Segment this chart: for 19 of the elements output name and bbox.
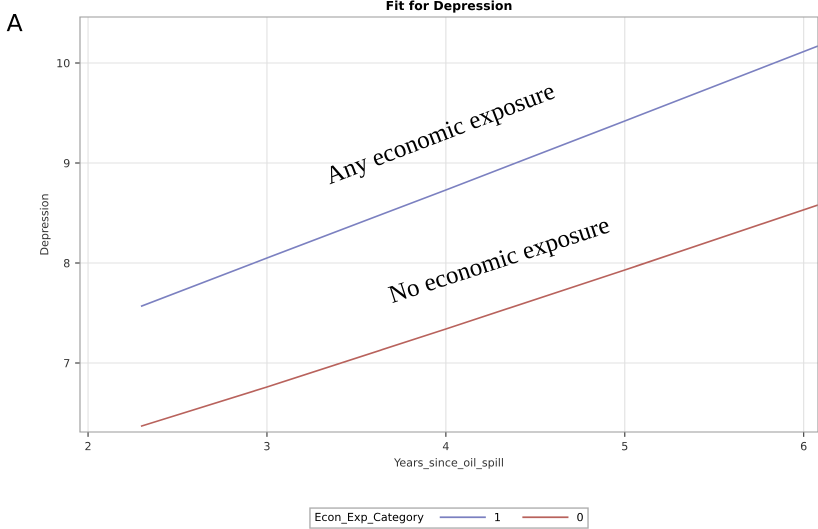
y-tick-label: 10 <box>57 58 70 68</box>
x-axis-title: Years_since_oil_spill <box>394 458 503 470</box>
line-series <box>140 204 818 427</box>
line-series <box>140 45 818 307</box>
y-tick-label: 9 <box>64 158 70 168</box>
x-tick-label: 3 <box>264 442 270 450</box>
text: A <box>6 14 22 32</box>
y-tick-label: 7 <box>64 359 70 368</box>
legend-title: Econ_Exp_Category <box>316 512 424 524</box>
y-tick-label: 8 <box>64 258 70 268</box>
x-tick-label: 6 <box>800 442 807 450</box>
legend-label: 0 <box>577 512 583 522</box>
annotation: No economic exposure <box>388 216 612 308</box>
x-tick-label: 2 <box>85 442 90 450</box>
legend-label: 1 <box>495 513 500 522</box>
x-tick-label: 5 <box>622 442 628 450</box>
y-axis-title: Depression <box>40 194 51 254</box>
x-tick-label: 4 <box>442 442 449 450</box>
chart-title: Fit for Depression <box>386 0 512 13</box>
